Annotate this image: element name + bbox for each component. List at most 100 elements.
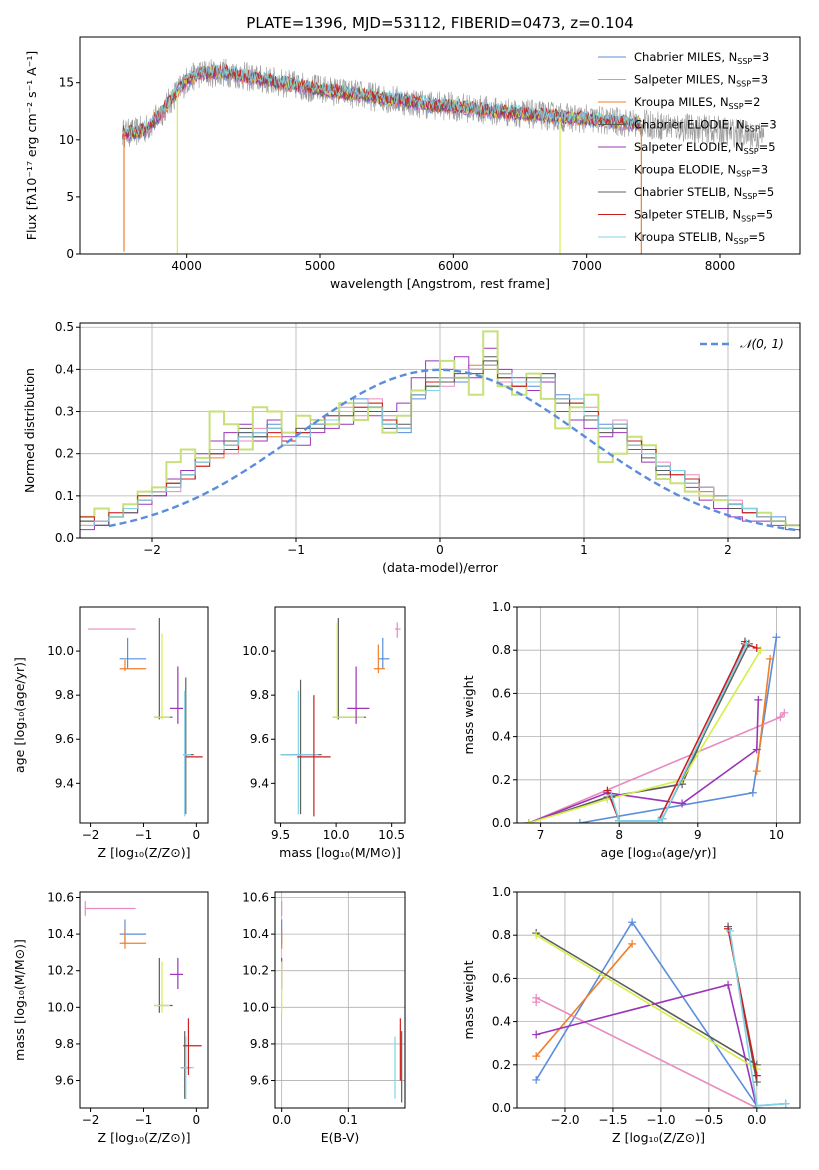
error-bar-point [154, 633, 170, 720]
weight-line [610, 643, 750, 822]
weight-marker [628, 939, 637, 948]
x-tick-label: −1 [135, 1113, 153, 1127]
legend-label: Salpeter MILES, NSSP=3 [634, 73, 768, 89]
weight-marker [752, 745, 761, 754]
weight-marker [752, 644, 761, 653]
axes-frame [79, 891, 209, 1109]
error-bar-point [378, 637, 390, 669]
weight-marker [658, 814, 667, 823]
model-spectrum [122, 64, 640, 138]
weight-marker [752, 767, 761, 776]
y-tick-label: 0.4 [492, 730, 511, 744]
legend-value: =5 [757, 185, 774, 199]
x-tick-label: 9.5 [271, 828, 290, 842]
legend-value: =5 [759, 140, 776, 154]
y-tick-label: 1.0 [492, 600, 511, 614]
x-tick-label: 2 [724, 543, 732, 557]
x-axis-label: Z [log₁₀(Z/Z⊙)] [98, 845, 191, 860]
y-axis-label: Flux [fλ10⁻¹⁷ erg cm⁻² s⁻¹ A⁻¹] [24, 51, 39, 240]
legend-label: Kroupa MILES, NSSP=2 [634, 95, 760, 111]
y-tick-label: 10.4 [242, 927, 269, 941]
x-tick-label: −1 [287, 543, 305, 557]
error-bar-point [297, 695, 331, 817]
error-bar-point [395, 622, 401, 638]
y-tick-label: 0.0 [492, 816, 511, 830]
error-bar-point [180, 1036, 194, 1099]
y-tick-label: 10.0 [242, 644, 269, 658]
x-tick-label: 8 [615, 828, 623, 842]
axes-frame [274, 891, 406, 1109]
plot-area [80, 330, 800, 532]
x-tick-label: −1.5 [598, 1113, 627, 1127]
legend-label: Chabrier ELODIE, NSSP=3 [634, 118, 777, 134]
y-tick-label: 10.2 [242, 964, 269, 978]
x-axis-label: (data-model)/error [382, 560, 499, 575]
weight-marker [575, 819, 584, 823]
error-bar-point [280, 679, 322, 815]
plot-area [524, 633, 789, 823]
x-tick-label: 6000 [438, 259, 469, 273]
error-bar-point [119, 930, 147, 949]
y-tick-label: 9.6 [55, 1074, 74, 1088]
weight-marker [532, 931, 541, 940]
weight-marker [532, 1030, 541, 1039]
weight-line [756, 658, 771, 772]
weight-marker [532, 1075, 541, 1084]
y-axis-label: mass weight [461, 960, 476, 1039]
weight-line [535, 983, 758, 1108]
error-bar-point [183, 690, 192, 817]
legend-value: =3 [752, 50, 769, 64]
error-bar-point [169, 666, 184, 724]
error-bar-point [347, 666, 370, 724]
weight-vs-metallicity-panel: −2.0 −1.5 −1.0 −0.5 0.0 0.0 0.2 0.4 0.6 0.8 1.0 Z [… [461, 885, 801, 1145]
y-tick-label: 0.8 [492, 643, 511, 657]
axes-frame [79, 322, 801, 539]
weight-marker [607, 790, 616, 799]
error-bar-point [183, 1018, 202, 1076]
plot-area [122, 58, 765, 254]
weight-marker [628, 918, 637, 927]
weight-marker [772, 633, 781, 642]
x-tick-label: −0.5 [694, 1113, 723, 1127]
weight-line [535, 996, 758, 1108]
error-bar-point [119, 637, 147, 669]
legend-value: =3 [760, 118, 777, 132]
legend-label: 𝒩(0, 1) [740, 337, 784, 351]
histogram-step [80, 364, 800, 526]
y-tick-label: 1.0 [492, 885, 511, 899]
error-bar-point [154, 961, 170, 1013]
y-tick-label: 0.6 [492, 686, 511, 700]
x-axis-label: wavelength [Angstrom, rest frame] [330, 276, 550, 291]
residual-histogram-panel: −2 −1 0 1 2 0.0 0.1 0.2 0.3 0.4 0.5 (data-model)/er… [22, 320, 801, 575]
legend-label: Salpeter ELODIE, NSSP=5 [634, 140, 776, 156]
x-tick-label: 5000 [305, 259, 336, 273]
weight-line [528, 641, 746, 823]
legend-subscript: SSP [736, 80, 751, 89]
y-tick-label: 0.0 [492, 1101, 511, 1115]
x-tick-label: −1 [135, 828, 153, 842]
y-tick-label: 0.6 [492, 971, 511, 985]
y-tick-label: 9.4 [250, 776, 269, 790]
y-tick-label: 0.5 [55, 320, 74, 334]
legend-subscript: SSP [741, 215, 756, 224]
y-tick-label: 10.6 [242, 890, 269, 904]
x-tick-label: −1.0 [646, 1113, 675, 1127]
y-tick-label: 0.4 [492, 1015, 511, 1029]
error-bar-point [169, 957, 184, 990]
weight-marker [678, 799, 687, 808]
legend-subscript: SSP [729, 102, 744, 111]
error-bar-point [154, 957, 173, 1013]
x-axis-label: E(B-V) [321, 1130, 360, 1145]
legend-value: =3 [751, 73, 768, 87]
y-tick-label: 0 [66, 247, 74, 261]
weight-marker [742, 639, 751, 648]
x-tick-label: 0.1 [339, 1113, 358, 1127]
weight-marker [756, 646, 765, 655]
legend-label: Chabrier STELIB, NSSP=5 [634, 185, 774, 201]
weight-marker [748, 788, 757, 797]
weight-marker [532, 1052, 541, 1061]
x-tick-label: 8000 [705, 259, 736, 273]
y-axis-label: Normed distribution [22, 368, 37, 493]
y-tick-label: 9.8 [55, 688, 74, 702]
error-bar-point [280, 690, 319, 815]
